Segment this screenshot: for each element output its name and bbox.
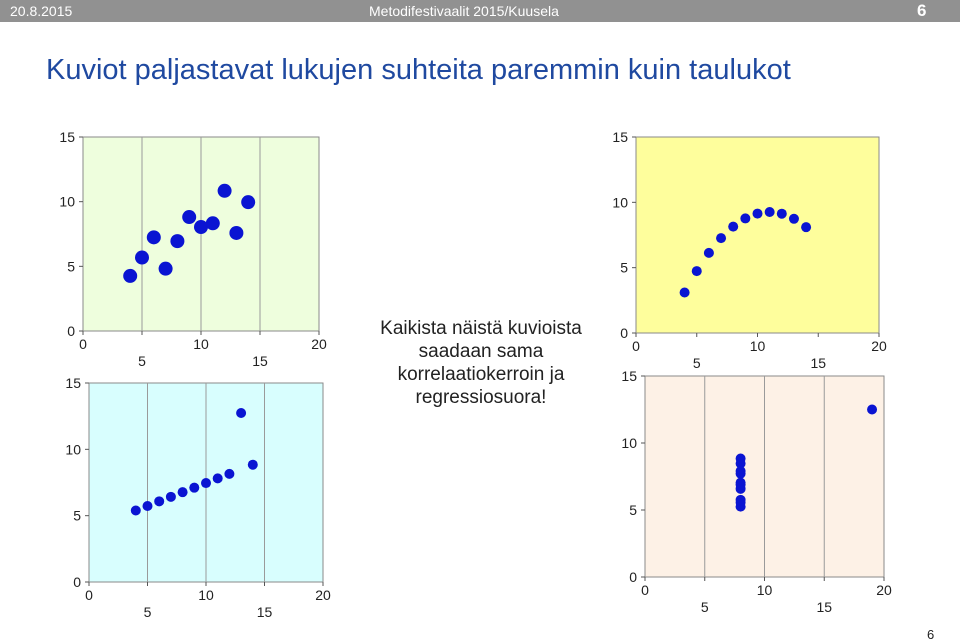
header-date: 20.8.2015: [10, 3, 73, 19]
data-point: [194, 220, 208, 235]
data-point: [123, 268, 138, 283]
y-tick-label: 15: [65, 375, 81, 391]
x-tick-label: 20: [876, 582, 892, 598]
data-point: [735, 479, 746, 490]
x-tick-label: 10: [193, 336, 209, 352]
y-tick-label: 10: [59, 194, 75, 210]
x-tick-label: 10: [757, 582, 773, 598]
x-tick-label: 10: [750, 338, 766, 354]
data-point: [801, 222, 812, 233]
data-point: [728, 221, 739, 232]
x-tick-label: 5: [138, 353, 146, 369]
data-point: [205, 216, 220, 231]
x-tick-label: 15: [816, 599, 832, 615]
data-point: [679, 287, 690, 298]
header-bar: 20.8.2015 Metodifestivaalit 2015/Kuusela…: [0, 0, 960, 22]
y-tick-label: 5: [629, 502, 637, 518]
y-tick-label: 15: [612, 129, 628, 145]
data-point: [201, 478, 211, 489]
data-point: [189, 482, 200, 493]
scatter-panel-1: 0 5 10 15 0 5 10 15 20: [59, 129, 327, 369]
data-point: [177, 487, 188, 498]
x-tick-label: 5: [144, 604, 152, 620]
data-point: [182, 210, 197, 225]
x-tick-label: 0: [79, 336, 87, 352]
x-tick-label: 15: [810, 355, 826, 371]
data-point: [130, 505, 141, 516]
data-point: [735, 497, 746, 508]
x-tick-label: 20: [315, 587, 331, 603]
data-point: [224, 468, 235, 479]
x-tick-label: 5: [701, 599, 709, 615]
data-point: [142, 500, 153, 511]
data-point: [165, 491, 176, 502]
x-tick-label: 5: [693, 355, 701, 371]
scatter-panel-4: 0 5 10 15 0 5 10 15 20: [621, 368, 892, 615]
footer-page-number: 6: [927, 627, 935, 642]
y-tick-label: 10: [65, 441, 81, 457]
slide-title: Kuviot paljastavat lukujen suhteita pare…: [46, 54, 791, 86]
data-point: [735, 466, 746, 477]
y-tick-label: 15: [59, 129, 75, 145]
data-point: [867, 404, 878, 415]
caption-text: Kaikista näistä kuvioista saadaan sama k…: [380, 318, 582, 408]
y-tick-label: 5: [73, 508, 81, 524]
data-point: [247, 459, 258, 470]
x-tick-label: 0: [632, 338, 640, 354]
x-tick-label: 0: [641, 582, 649, 598]
data-point: [158, 261, 173, 276]
data-point: [241, 195, 256, 210]
scatter-panel-2: 0 5 10 15 0 5 10 15 20: [612, 129, 887, 371]
data-point: [217, 183, 232, 198]
y-tick-label: 0: [629, 569, 637, 585]
data-point: [146, 230, 161, 245]
y-tick-label: 10: [612, 194, 628, 210]
x-tick-label: 10: [198, 587, 214, 603]
y-tick-label: 5: [620, 260, 628, 276]
data-point: [135, 250, 149, 265]
x-tick-label: 20: [871, 338, 887, 354]
data-point: [229, 225, 244, 240]
y-tick-label: 5: [67, 258, 75, 274]
y-tick-label: 10: [621, 435, 637, 451]
y-tick-label: 0: [67, 323, 75, 339]
slide-number: 6: [917, 1, 927, 20]
header-title: Metodifestivaalit 2015/Kuusela: [369, 3, 559, 19]
y-tick-label: 0: [73, 574, 81, 590]
data-point: [752, 208, 763, 219]
data-point: [170, 234, 185, 249]
data-point: [776, 208, 787, 219]
data-point: [703, 247, 714, 258]
data-point: [691, 266, 702, 277]
x-tick-label: 20: [311, 336, 327, 352]
x-tick-label: 15: [257, 604, 273, 620]
y-tick-label: 0: [620, 325, 628, 341]
x-tick-label: 15: [252, 353, 268, 369]
scatter-panel-3: 0 5 10 15 0 5 10 15 20: [65, 375, 331, 620]
data-point: [735, 458, 746, 469]
data-point: [154, 496, 165, 507]
data-point: [740, 213, 751, 224]
data-point: [716, 233, 727, 244]
plot-area: [635, 136, 880, 334]
y-tick-label: 15: [621, 368, 637, 384]
x-tick-label: 0: [85, 587, 93, 603]
data-point: [764, 207, 775, 218]
data-point: [788, 213, 799, 224]
data-point: [236, 407, 247, 418]
data-point: [212, 473, 223, 484]
